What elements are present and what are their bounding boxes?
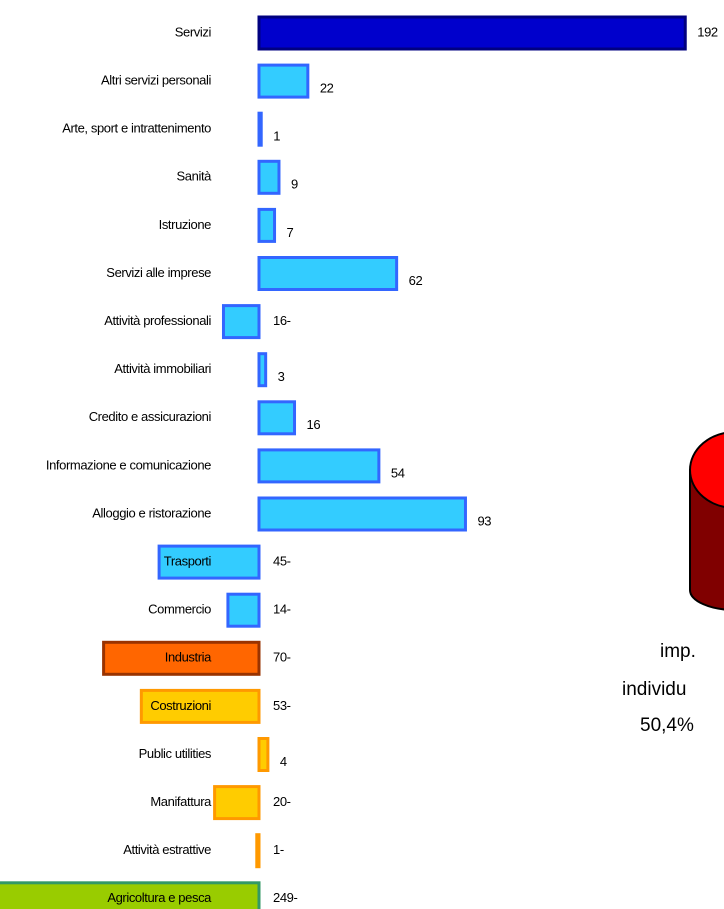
value-label: 3 (278, 369, 285, 384)
value-label: 16 (307, 417, 321, 432)
annotation: imp. (660, 641, 696, 662)
y-tick-label: Public utilities (139, 746, 212, 761)
y-tick-label: Costruzioni (150, 698, 211, 713)
bar (257, 737, 270, 772)
y-tick-label: Attività professionali (104, 313, 211, 328)
cylinder (689, 432, 724, 611)
bar (0, 881, 261, 909)
y-tick-label: Sanità (177, 169, 213, 184)
value-label: 249- (273, 890, 297, 905)
value-label: 9 (291, 177, 298, 192)
y-tick-label: Servizi (175, 24, 212, 39)
annotation: 50,4% (640, 715, 694, 736)
value-label: 70- (273, 650, 291, 665)
bar (213, 785, 261, 821)
y-tick-label: Alloggio e ristorazione (92, 505, 211, 520)
bar (257, 63, 310, 99)
y-tick-label: Attività estrattive (123, 842, 211, 857)
value-label: 62 (409, 273, 423, 288)
bar (226, 592, 261, 628)
value-label: 16- (273, 313, 291, 328)
y-tick-label: Manifattura (150, 794, 212, 809)
y-tick-label: Credito e assicurazioni (89, 409, 212, 424)
y-tick-label: Arte, sport e intrattenimento (62, 121, 211, 136)
y-tick-label: Attività immobiliari (114, 361, 211, 376)
value-label: 7 (287, 225, 294, 240)
value-label: 4 (280, 754, 287, 769)
bar (257, 400, 297, 436)
y-tick-label: Agricoltura e pesca (107, 890, 212, 905)
y-tick-label: Industria (165, 650, 212, 665)
bar (157, 544, 261, 580)
bar (257, 256, 399, 291)
bar (257, 159, 281, 195)
annotation: individu (622, 679, 686, 700)
bar (255, 833, 261, 869)
value-label: 192 (697, 24, 718, 39)
value-label: 14- (273, 602, 291, 617)
y-tick-label: Commercio (148, 602, 211, 617)
cylinder-top (689, 432, 724, 508)
value-label: 54 (391, 465, 405, 480)
bar (102, 640, 261, 676)
y-tick-label: Servizi alle imprese (106, 265, 211, 280)
value-label: 1 (273, 129, 280, 144)
value-label: 93 (477, 513, 491, 528)
bar (257, 448, 381, 484)
value-label: 22 (320, 81, 334, 96)
bar (257, 111, 263, 147)
value-label: 20- (273, 794, 291, 809)
bar (257, 496, 467, 532)
bar (257, 207, 277, 243)
y-tick-label: Istruzione (159, 217, 212, 232)
value-label: 45- (273, 554, 291, 569)
y-tick-label: Trasporti (164, 554, 212, 569)
bar (257, 352, 268, 388)
value-label: 1- (273, 842, 284, 857)
bar (139, 688, 261, 724)
bar (257, 15, 687, 51)
y-tick-label: Altri servizi personali (101, 73, 212, 88)
y-tick-label: Informazione e comunicazione (46, 457, 211, 472)
bar (221, 304, 261, 340)
value-label: 53- (273, 698, 291, 713)
